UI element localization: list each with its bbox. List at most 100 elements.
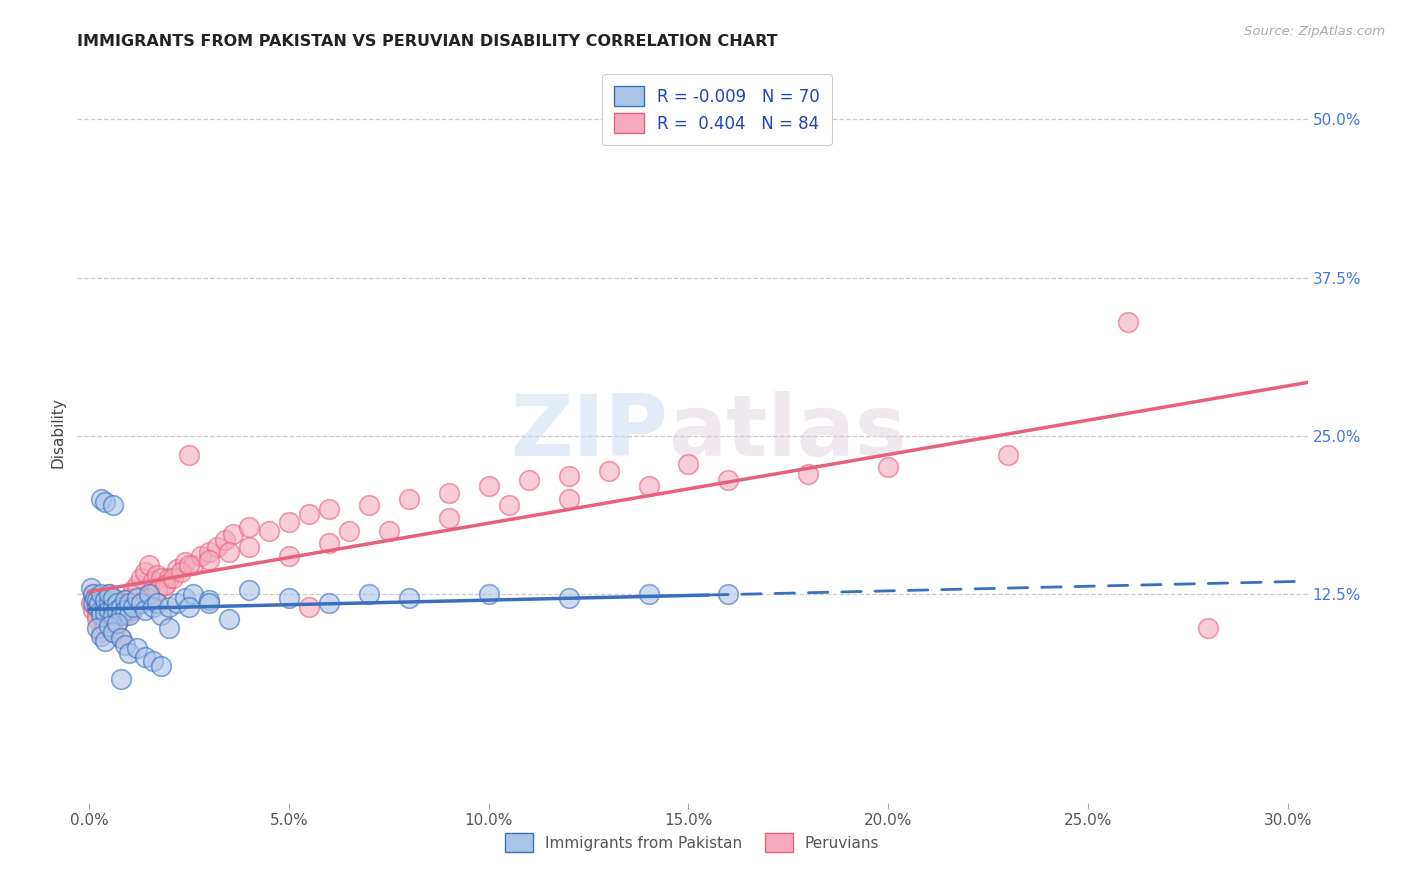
Point [110,599,132,614]
Point [103,599,125,614]
Point [90,587,112,601]
Point [110,672,132,686]
Point [181,558,204,572]
Text: IMMIGRANTS FROM PAKISTAN VS PERUVIAN DISABILITY CORRELATION CHART: IMMIGRANTS FROM PAKISTAN VS PERUVIAN DIS… [77,34,778,49]
Point [86,612,108,626]
Point [517,473,540,487]
Point [637,479,659,493]
Point [278,549,301,563]
Point [142,599,165,614]
Point [118,608,141,623]
Point [190,549,212,563]
Point [105,596,128,610]
Point [94,608,117,623]
Point [90,624,112,639]
Point [80,596,103,610]
Point [110,608,132,623]
Point [90,629,112,643]
Point [150,659,173,673]
Point [105,603,128,617]
Point [110,632,132,646]
Point [181,587,204,601]
Point [94,599,117,614]
Point [257,524,280,538]
Point [557,469,579,483]
Text: Source: ZipAtlas.com: Source: ZipAtlas.com [1244,25,1385,38]
Point [278,591,301,605]
Point [86,599,108,614]
Point [90,591,112,605]
Point [122,603,145,617]
Point [114,596,136,610]
Point [179,448,201,462]
Point [127,591,149,605]
Point [717,587,740,601]
Point [114,593,136,607]
Point [86,608,108,623]
Point [437,511,460,525]
Point [357,587,380,601]
Point [134,603,156,617]
Point [127,641,149,656]
Point [218,545,240,559]
Point [877,460,900,475]
Point [166,596,188,610]
Point [82,587,104,601]
Point [222,527,245,541]
Point [90,491,112,506]
Point [122,599,145,614]
Point [94,618,117,632]
Point [114,638,136,652]
Point [105,593,128,607]
Point [94,606,117,620]
Point [114,608,136,623]
Point [298,508,321,522]
Point [238,583,260,598]
Point [298,599,321,614]
Point [90,603,112,617]
Point [214,533,236,547]
Point [198,553,221,567]
Point [127,578,149,592]
Point [98,599,121,614]
Point [637,587,659,601]
Text: atlas: atlas [668,391,905,475]
Point [103,596,125,610]
Point [98,587,121,601]
Point [478,587,501,601]
Point [146,583,169,598]
Point [170,566,193,580]
Point [142,574,165,589]
Point [82,603,104,617]
Point [103,591,125,605]
Point [557,491,579,506]
Point [84,593,107,607]
Point [498,499,520,513]
Point [80,581,103,595]
Point [94,593,117,607]
Point [110,632,132,646]
Point [157,570,180,584]
Point [103,603,125,617]
Point [84,591,107,605]
Point [717,473,740,487]
Point [398,591,420,605]
Point [155,578,177,592]
Point [155,578,177,592]
Point [398,491,420,506]
Point [103,624,125,639]
Point [86,621,108,635]
Point [86,593,108,607]
Point [138,587,160,601]
Point [129,596,152,610]
Point [103,624,125,639]
Text: ZIP: ZIP [510,391,668,475]
Point [118,647,141,661]
Point [150,608,173,623]
Point [138,591,160,605]
Point [357,499,380,513]
Point [118,591,141,605]
Point [238,540,260,554]
Point [198,596,221,610]
Point [103,499,125,513]
